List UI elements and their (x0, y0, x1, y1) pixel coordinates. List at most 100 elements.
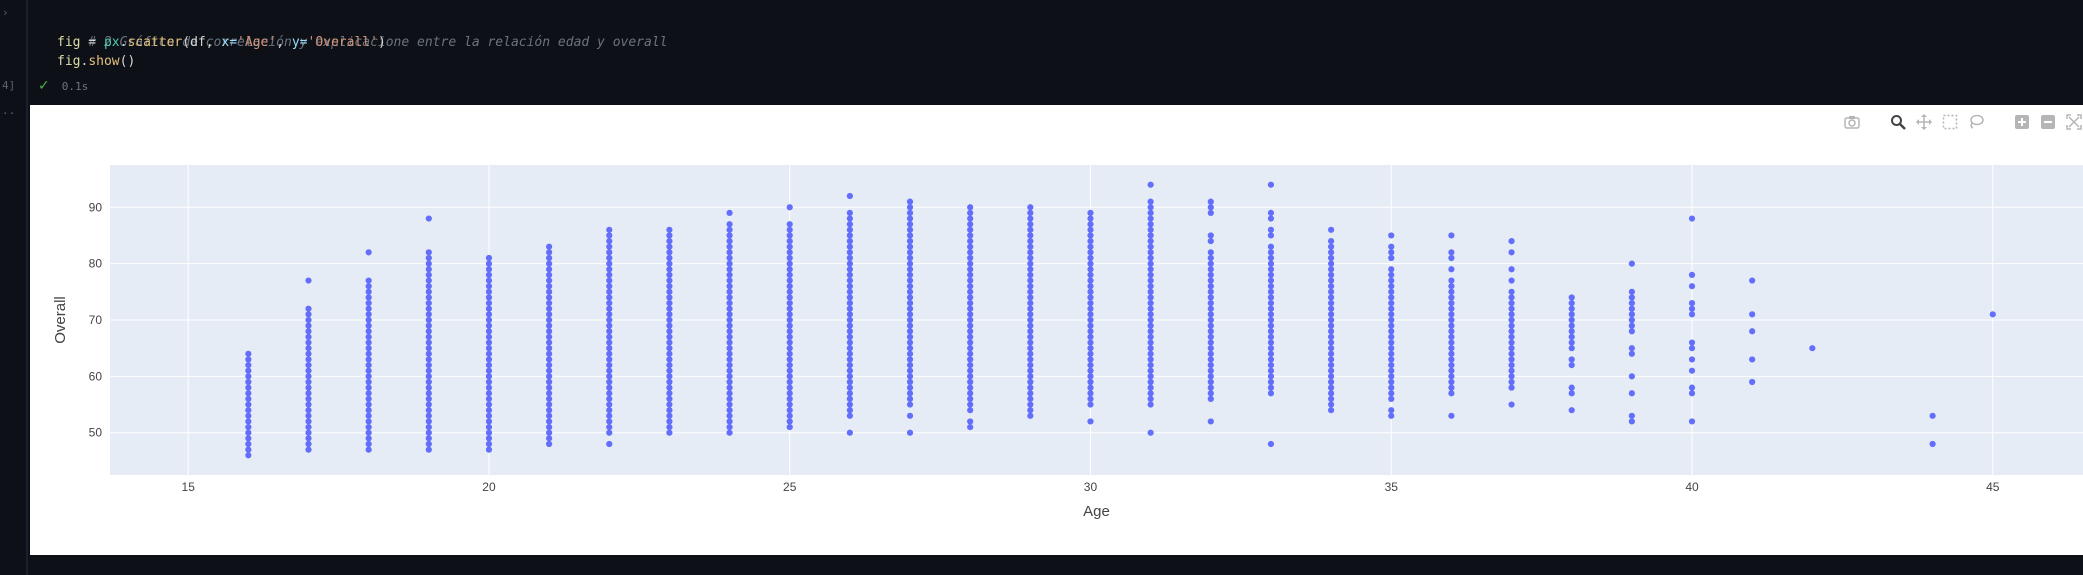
scatter-point[interactable] (606, 333, 613, 341)
scatter-point[interactable] (485, 277, 493, 284)
scatter-point[interactable] (1027, 333, 1034, 341)
scatter-point[interactable] (846, 412, 853, 419)
scatter-point[interactable] (1448, 333, 1455, 341)
scatter-point[interactable] (1027, 412, 1034, 419)
scatter-point[interactable] (1267, 209, 1275, 217)
scatter-point[interactable] (967, 328, 974, 335)
scatter-point[interactable] (305, 401, 312, 408)
scatter-point[interactable] (967, 204, 974, 211)
scatter-point[interactable] (726, 345, 733, 352)
scatter-point[interactable] (1448, 288, 1455, 295)
scatter-point[interactable] (1027, 232, 1034, 239)
scatter-point[interactable] (1327, 350, 1335, 357)
scatter-point[interactable] (1568, 333, 1575, 341)
scatter-point[interactable] (245, 401, 252, 408)
scatter-point[interactable] (305, 378, 312, 386)
scatter-point[interactable] (1628, 412, 1635, 419)
scatter-point[interactable] (365, 350, 372, 357)
scatter-point[interactable] (1087, 395, 1094, 403)
scatter-point[interactable] (726, 356, 733, 363)
scatter-point[interactable] (1327, 249, 1335, 256)
scatter-point[interactable] (846, 192, 853, 200)
scatter-point[interactable] (305, 412, 312, 419)
scatter-point[interactable] (1087, 401, 1094, 408)
scatter-point[interactable] (305, 390, 312, 397)
scatter-point[interactable] (1327, 305, 1335, 312)
scatter-point[interactable] (1087, 350, 1094, 357)
scatter-point[interactable] (606, 390, 613, 397)
scatter-point[interactable] (666, 311, 673, 318)
scatter-point[interactable] (666, 237, 673, 245)
scatter-point[interactable] (967, 266, 974, 273)
scatter-point[interactable] (1448, 373, 1455, 380)
scatter-point[interactable] (1207, 333, 1214, 341)
scatter-point[interactable] (365, 418, 372, 425)
scatter-point[interactable] (666, 395, 673, 403)
scatter-point[interactable] (1809, 345, 1816, 352)
scatter-point[interactable] (1327, 390, 1335, 397)
scatter-point[interactable] (726, 209, 733, 217)
scatter-point[interactable] (906, 367, 914, 374)
scatter-point[interactable] (1147, 198, 1154, 205)
scatter-point[interactable] (726, 384, 733, 391)
scatter-point[interactable] (1749, 277, 1756, 284)
scatter-point[interactable] (1688, 356, 1696, 363)
scatter-point[interactable] (1327, 395, 1335, 403)
scatter-point[interactable] (786, 288, 793, 295)
scatter-point[interactable] (606, 271, 613, 279)
scatter-point[interactable] (1087, 249, 1094, 256)
scatter-point[interactable] (365, 378, 372, 386)
scatter-point[interactable] (1207, 249, 1214, 256)
scatter-point[interactable] (666, 299, 673, 307)
scatter-point[interactable] (606, 373, 613, 380)
scatter-point[interactable] (546, 277, 553, 284)
scatter-point[interactable] (425, 361, 432, 369)
scatter-point[interactable] (1207, 209, 1214, 217)
scatter-point[interactable] (1448, 384, 1455, 391)
scatter-point[interactable] (1027, 249, 1034, 256)
scatter-point[interactable] (1508, 266, 1515, 273)
scatter-point[interactable] (606, 237, 613, 245)
scatter-point[interactable] (606, 277, 613, 284)
scatter-point[interactable] (546, 440, 553, 448)
scatter-point[interactable] (1508, 316, 1515, 324)
scatter-point[interactable] (1628, 322, 1635, 329)
scatter-point[interactable] (546, 435, 553, 442)
scatter-point[interactable] (1087, 288, 1094, 295)
scatter-point[interactable] (1327, 288, 1335, 295)
scatter-point[interactable] (1508, 401, 1515, 408)
scatter-point[interactable] (726, 260, 733, 267)
scatter-point[interactable] (1147, 215, 1154, 222)
scatter-point[interactable] (1388, 407, 1395, 414)
scatter-point[interactable] (726, 237, 733, 245)
scatter-point[interactable] (786, 345, 793, 352)
scatter-point[interactable] (1327, 299, 1335, 307)
zoom-in-icon[interactable] (2013, 113, 2031, 131)
scatter-point[interactable] (906, 254, 914, 262)
scatter-point[interactable] (1087, 215, 1094, 222)
scatter-point[interactable] (846, 322, 853, 329)
scatter-point[interactable] (245, 350, 252, 357)
scatter-point[interactable] (666, 322, 673, 329)
scatter-point[interactable] (606, 378, 613, 386)
scatter-point[interactable] (726, 243, 733, 250)
scatter-point[interactable] (1688, 384, 1696, 391)
scatter-point[interactable] (1388, 232, 1395, 239)
scatter-point[interactable] (1568, 339, 1575, 346)
scatter-point[interactable] (726, 373, 733, 380)
scatter-point[interactable] (546, 254, 553, 262)
scatter-point[interactable] (786, 305, 793, 312)
scatter-point[interactable] (546, 260, 553, 267)
scatter-point[interactable] (305, 356, 312, 363)
scatter-point[interactable] (786, 266, 793, 273)
scatter-point[interactable] (546, 322, 553, 329)
scatter-point[interactable] (666, 418, 673, 425)
scatter-point[interactable] (846, 350, 853, 357)
scatter-point[interactable] (305, 407, 312, 414)
scatter-point[interactable] (1508, 361, 1515, 369)
scatter-point[interactable] (606, 395, 613, 403)
scatter-point[interactable] (305, 311, 312, 318)
scatter-point[interactable] (245, 356, 252, 363)
scatter-point[interactable] (906, 226, 914, 233)
scatter-point[interactable] (1688, 311, 1696, 318)
